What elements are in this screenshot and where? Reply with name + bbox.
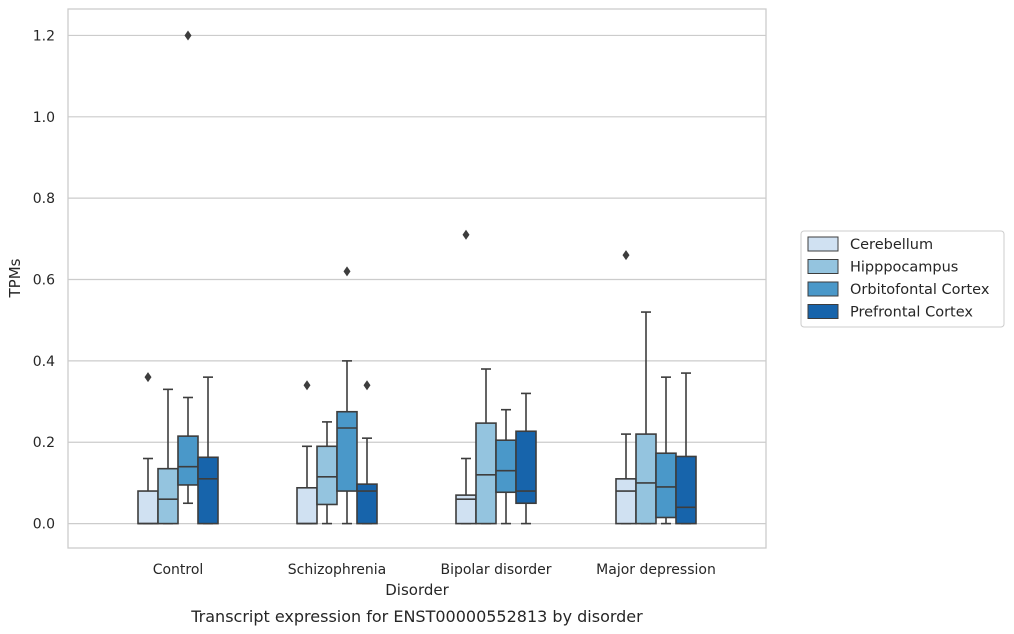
box-iqr bbox=[316, 445, 338, 506]
x-axis-title: Disorder bbox=[385, 581, 449, 599]
box-prefrontal-cortex bbox=[356, 380, 378, 525]
legend-label: Cerebellum bbox=[850, 237, 933, 253]
legend-label: Hipppocampus bbox=[850, 260, 958, 276]
box-series-group bbox=[137, 30, 697, 525]
y-tick-label: 1.0 bbox=[33, 110, 55, 126]
box-cerebellum bbox=[137, 372, 159, 525]
y-tick-label: 0.2 bbox=[33, 435, 55, 451]
box-iqr bbox=[177, 435, 199, 486]
box-hipppocampus bbox=[316, 421, 338, 525]
x-tick-label: Schizophrenia bbox=[288, 562, 386, 578]
x-tick-label: Control bbox=[153, 562, 204, 578]
box-prefrontal-cortex bbox=[197, 376, 219, 525]
y-tick-labels: 0.0 0.2 0.4 0.6 0.8 1.0 1.2 bbox=[33, 28, 55, 532]
box-iqr bbox=[635, 433, 657, 525]
box-iqr bbox=[475, 422, 497, 525]
legend-swatch bbox=[807, 236, 839, 252]
y-tick-label: 0.8 bbox=[33, 191, 55, 207]
x-tick-labels: Control Schizophrenia Bipolar disorder Majo… bbox=[153, 562, 716, 578]
box-hipppocampus bbox=[157, 388, 179, 525]
box-iqr bbox=[137, 490, 159, 525]
box-orbitofontal-cortex bbox=[177, 30, 199, 505]
outlier-point bbox=[144, 372, 152, 383]
legend-swatch bbox=[807, 281, 839, 297]
box-cerebellum bbox=[296, 380, 318, 525]
y-tick-label: 1.2 bbox=[33, 28, 55, 44]
x-tick-label: Bipolar disorder bbox=[440, 562, 551, 578]
box-iqr bbox=[495, 439, 517, 494]
outlier-point bbox=[343, 266, 351, 277]
outlier-point bbox=[622, 250, 630, 261]
x-tick-label: Major depression bbox=[596, 562, 716, 578]
outlier-point bbox=[462, 229, 470, 240]
box-iqr bbox=[197, 456, 219, 525]
legend: Cerebellum Hipppocampus Orbitofontal Corte… bbox=[800, 230, 1005, 328]
box-iqr bbox=[675, 455, 697, 525]
y-tick-label: 0.0 bbox=[33, 517, 55, 533]
box-orbitofontal-cortex bbox=[336, 266, 358, 525]
box-hipppocampus bbox=[635, 311, 657, 525]
box-iqr bbox=[615, 478, 637, 525]
legend-swatch bbox=[807, 259, 839, 274]
box-prefrontal-cortex bbox=[515, 392, 537, 525]
box-iqr bbox=[296, 486, 318, 525]
legend-swatch bbox=[807, 304, 839, 319]
box-iqr bbox=[515, 430, 537, 505]
chart-caption: Transcript expression for ENST0000055281… bbox=[190, 607, 643, 626]
outlier-point bbox=[303, 380, 311, 391]
legend-label: Prefrontal Cortex bbox=[850, 305, 973, 321]
y-tick-label: 0.4 bbox=[33, 354, 55, 370]
plot-frame bbox=[67, 8, 767, 549]
box-orbitofontal-cortex bbox=[655, 376, 677, 525]
box-iqr bbox=[157, 467, 179, 525]
box-iqr bbox=[336, 410, 358, 492]
y-tick-label: 0.6 bbox=[33, 273, 55, 289]
outlier-point bbox=[363, 380, 371, 391]
legend-label: Orbitofontal Cortex bbox=[850, 282, 990, 298]
legend-frame bbox=[800, 230, 1005, 328]
box-iqr bbox=[655, 452, 677, 519]
box-prefrontal-cortex bbox=[675, 372, 697, 525]
box-iqr bbox=[356, 483, 378, 525]
y-axis-title: TPMs bbox=[6, 258, 24, 298]
outlier-point bbox=[184, 30, 192, 41]
